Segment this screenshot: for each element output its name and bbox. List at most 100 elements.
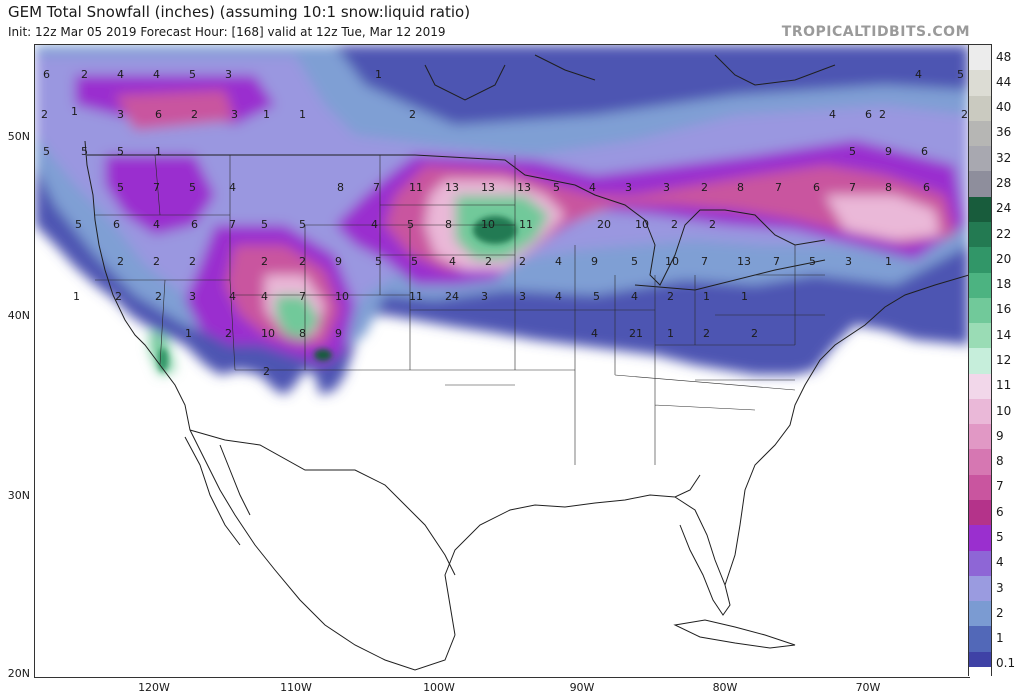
snow-amount-label: 2 [485, 255, 492, 268]
lon-label-120w: 120W [138, 681, 170, 694]
snow-amount-label: 5 [849, 145, 856, 158]
snow-amount-label: 10 [635, 218, 649, 231]
geography-outlines [84, 54, 969, 671]
lon-label-90w: 90W [569, 681, 595, 694]
snow-amount-label: 2 [879, 108, 886, 121]
colorbar-segment [969, 398, 991, 425]
snow-amount-label: 5 [189, 181, 196, 194]
atlantic-coast [724, 274, 969, 586]
colorbar-segment [969, 221, 991, 248]
colorbar-label: 11 [996, 378, 1012, 393]
colorbar-segment [969, 601, 991, 627]
snow-amount-label: 3 [117, 108, 124, 121]
lat-label-20n: 20N [7, 667, 30, 680]
state-lines-east [614, 245, 825, 465]
colorbar-label: 40 [996, 100, 1012, 115]
snow-amount-label: 13 [737, 255, 751, 268]
snow-amount-label: 4 [589, 181, 596, 194]
us-west-coast [84, 140, 191, 431]
colorbar-segment [969, 45, 991, 71]
snow-amount-label: 4 [229, 290, 236, 303]
snow-amount-label: 4 [555, 290, 562, 303]
snow-amount-label: 2 [153, 255, 160, 268]
snow-amount-label: 8 [445, 218, 452, 231]
colorbar-label: 3 [996, 580, 1004, 595]
snow-amount-label: 2 [81, 68, 88, 81]
snow-amount-label: 6 [921, 145, 928, 158]
colorbar-label: 36 [996, 125, 1012, 140]
snow-amount-label: 6 [43, 68, 50, 81]
snow-amount-label: 5 [809, 255, 816, 268]
map-canvas: 6 2 4 4 5 3 112 3 6 2 3 1 1 24 525 5 5 15 7 5 45 6 4 6 7 5 52 2 28 7 1… [35, 45, 969, 671]
lon-label-80w: 80W [712, 681, 738, 694]
state-lines-west [95, 154, 515, 371]
snow-amount-label: 6 [865, 108, 872, 121]
colorbar-segment [969, 348, 991, 375]
snow-amount-label: 5 [407, 218, 414, 231]
snow-amount-label: 13 [481, 181, 495, 194]
snow-amount-label: 8 [737, 181, 744, 194]
colorbar-label: 0.1 [996, 656, 1016, 671]
colorbar-label: 22 [996, 226, 1012, 241]
snow-amount-label: 4 [371, 218, 378, 231]
colorbar-label: 5 [996, 529, 1004, 544]
lon-label-100w: 100W [423, 681, 455, 694]
snow-amount-label: 3 [481, 290, 488, 303]
snow-amount-label: 2 [703, 327, 710, 340]
snow-amount-label: 2 [671, 218, 678, 231]
snow-amount-label: 1 [375, 68, 382, 81]
colorbar-label: 48 [996, 49, 1012, 64]
snow-amount-label: 6 [923, 181, 930, 194]
snow-amount-label: 11 [409, 290, 423, 303]
colorbar-segment [969, 550, 991, 577]
snow-amount-label: 1 [741, 290, 748, 303]
snow-amount-label: 3 [225, 68, 232, 81]
snow-amount-label: 1 [71, 105, 78, 118]
snow-amount-label: 9 [335, 327, 342, 340]
snow-amount-label: 3 [625, 181, 632, 194]
snow-amount-label: 1 [185, 327, 192, 340]
snow-amount-label: 13 [445, 181, 459, 194]
snow-area-green [150, 195, 550, 375]
state-boundaries [95, 154, 825, 465]
snow-amount-label: 9 [335, 255, 342, 268]
snow-amount-label: 5 [631, 255, 638, 268]
colorbar-segment [969, 171, 991, 198]
snow-amount-label: 4 [117, 68, 124, 81]
snow-amount-label: 3 [845, 255, 852, 268]
snow-amount-label: 4 [631, 290, 638, 303]
snow-amount-label: 7 [373, 181, 380, 194]
snow-amount-label: 4 [915, 68, 922, 81]
snow-amount-label: 5 [553, 181, 560, 194]
snow-amount-label: 2 [409, 108, 416, 121]
snow-amount-label: 9 [885, 145, 892, 158]
snow-amount-label: 10 [261, 327, 275, 340]
gulf-coast [444, 474, 701, 636]
snow-amount-label: 2 [155, 290, 162, 303]
snow-amount-label: 4 [261, 290, 268, 303]
snow-amount-label: 6 [813, 181, 820, 194]
snow-amount-label: 5 [261, 218, 268, 231]
hudson-bay-coast [424, 54, 836, 101]
colorbar-label: 24 [996, 201, 1012, 216]
snow-amount-label: 13 [517, 181, 531, 194]
colorbar-label: 18 [996, 277, 1012, 292]
peak-colorado [314, 349, 332, 361]
lat-label-30n: 30N [7, 489, 30, 502]
colorbar-label: 10 [996, 403, 1012, 418]
colorbar-label: 6 [996, 504, 1004, 519]
snow-amount-label: 5 [299, 218, 306, 231]
snow-amount-label: 6 [191, 218, 198, 231]
snow-amount-label: 3 [189, 290, 196, 303]
colorbar-segment [969, 500, 991, 526]
snow-amount-label: 4 [591, 327, 598, 340]
snow-amount-label: 4 [449, 255, 456, 268]
snow-amount-label: 5 [117, 145, 124, 158]
snow-amount-label: 5 [411, 255, 418, 268]
snow-amount-label: 1 [155, 145, 162, 158]
colorbar-label: 16 [996, 302, 1012, 317]
snow-amount-label: 8 [299, 327, 306, 340]
colorbar-segment [969, 247, 991, 273]
colorbar-segment [969, 323, 991, 349]
snow-amount-label: 21 [629, 327, 643, 340]
